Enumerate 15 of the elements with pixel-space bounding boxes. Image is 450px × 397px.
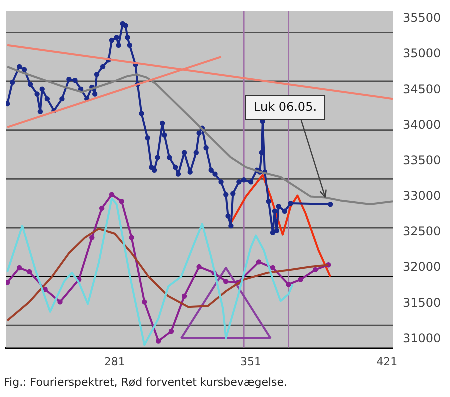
y-tick-label: 32500 [403,224,442,239]
y-tick-label: 34000 [403,118,442,132]
x-tick-label: 281 [104,355,126,368]
y-tick-label: 35000 [403,46,442,61]
y-tick-label: 32000 [403,260,442,274]
x-tick-label: 421 [376,355,398,368]
y-tick-label: 31500 [403,296,442,310]
y-tick-label: 35500 [403,11,442,26]
x-tick-label: 351 [240,355,262,368]
y-tick-label: 33500 [403,153,442,168]
y-tick-label: 33000 [403,189,442,204]
annotation: Luk 06.05. [254,100,318,114]
y-tick-label: 31000 [403,331,442,346]
y-tick-label: 34500 [403,82,442,96]
text: Fig.: Fourierspektret, Rød forventet kursbevægelse. [4,376,288,389]
